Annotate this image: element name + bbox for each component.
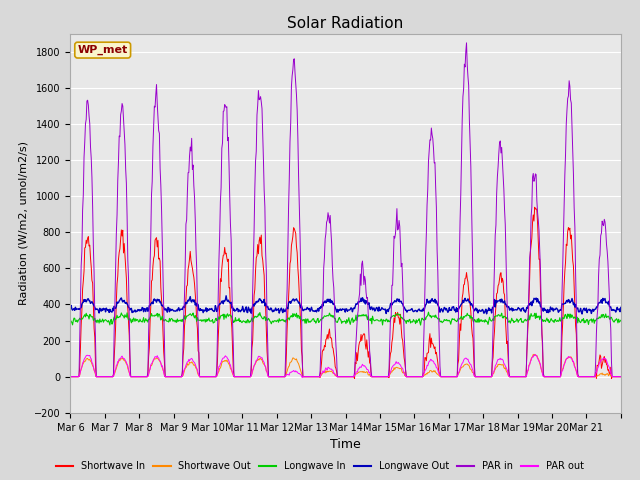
Longwave Out xyxy=(578,311,586,317)
Shortwave Out xyxy=(529,351,537,357)
Line: Shortwave In: Shortwave In xyxy=(70,207,621,379)
Longwave Out xyxy=(131,307,139,313)
Shortwave In xyxy=(434,360,442,365)
Title: Solar Radiation: Solar Radiation xyxy=(287,16,404,31)
Line: Longwave In: Longwave In xyxy=(70,312,621,325)
Line: PAR in: PAR in xyxy=(70,43,621,377)
Longwave In xyxy=(417,322,424,328)
Longwave In xyxy=(232,318,240,324)
Longwave In xyxy=(403,321,410,326)
Shortwave Out xyxy=(433,371,441,377)
Shortwave In xyxy=(351,376,358,382)
PAR out xyxy=(532,352,540,358)
Shortwave Out xyxy=(280,374,288,380)
Line: PAR out: PAR out xyxy=(70,355,621,378)
Shortwave Out xyxy=(403,374,410,380)
Longwave In xyxy=(425,309,433,315)
Line: Shortwave Out: Shortwave Out xyxy=(70,354,621,377)
PAR out xyxy=(260,359,268,364)
PAR in xyxy=(67,374,74,380)
PAR out xyxy=(232,374,240,380)
PAR in xyxy=(131,374,139,380)
Longwave In xyxy=(131,318,139,324)
PAR in xyxy=(403,374,410,380)
PAR in xyxy=(232,374,240,380)
Longwave Out xyxy=(281,309,289,314)
Y-axis label: Radiation (W/m2, umol/m2/s): Radiation (W/m2, umol/m2/s) xyxy=(19,141,29,305)
Shortwave Out xyxy=(617,374,625,380)
PAR out xyxy=(280,374,288,380)
Shortwave In xyxy=(617,374,625,380)
PAR out xyxy=(67,374,74,380)
Longwave In xyxy=(435,316,442,322)
Longwave Out xyxy=(67,304,74,310)
Shortwave Out xyxy=(260,361,268,367)
Longwave Out xyxy=(233,306,241,312)
Longwave In xyxy=(67,317,74,323)
PAR in xyxy=(260,157,268,163)
Longwave Out xyxy=(617,304,625,310)
Longwave Out xyxy=(434,302,442,308)
PAR out xyxy=(298,375,306,381)
Shortwave Out xyxy=(131,374,139,380)
Shortwave In xyxy=(131,374,139,380)
X-axis label: Time: Time xyxy=(330,438,361,451)
Shortwave Out xyxy=(67,374,74,380)
Shortwave In xyxy=(280,374,288,380)
Text: WP_met: WP_met xyxy=(77,45,128,55)
Shortwave In xyxy=(260,265,268,271)
PAR out xyxy=(617,374,625,380)
PAR out xyxy=(131,374,139,380)
PAR in xyxy=(433,248,441,253)
Shortwave In xyxy=(403,374,411,380)
Legend: Shortwave In, Shortwave Out, Longwave In, Longwave Out, PAR in, PAR out: Shortwave In, Shortwave Out, Longwave In… xyxy=(52,457,588,475)
Longwave Out xyxy=(222,293,230,299)
Shortwave Out xyxy=(232,374,240,380)
Longwave In xyxy=(280,319,288,324)
Line: Longwave Out: Longwave Out xyxy=(70,296,621,314)
Longwave Out xyxy=(260,297,268,302)
Longwave In xyxy=(260,316,268,322)
PAR in xyxy=(617,374,625,380)
Shortwave In xyxy=(232,374,240,380)
Shortwave In xyxy=(531,204,538,210)
Shortwave In xyxy=(67,374,74,380)
PAR out xyxy=(403,374,411,380)
PAR out xyxy=(434,367,442,373)
PAR in xyxy=(463,40,470,46)
Longwave In xyxy=(617,317,625,323)
PAR in xyxy=(280,374,288,380)
Longwave Out xyxy=(403,309,411,315)
